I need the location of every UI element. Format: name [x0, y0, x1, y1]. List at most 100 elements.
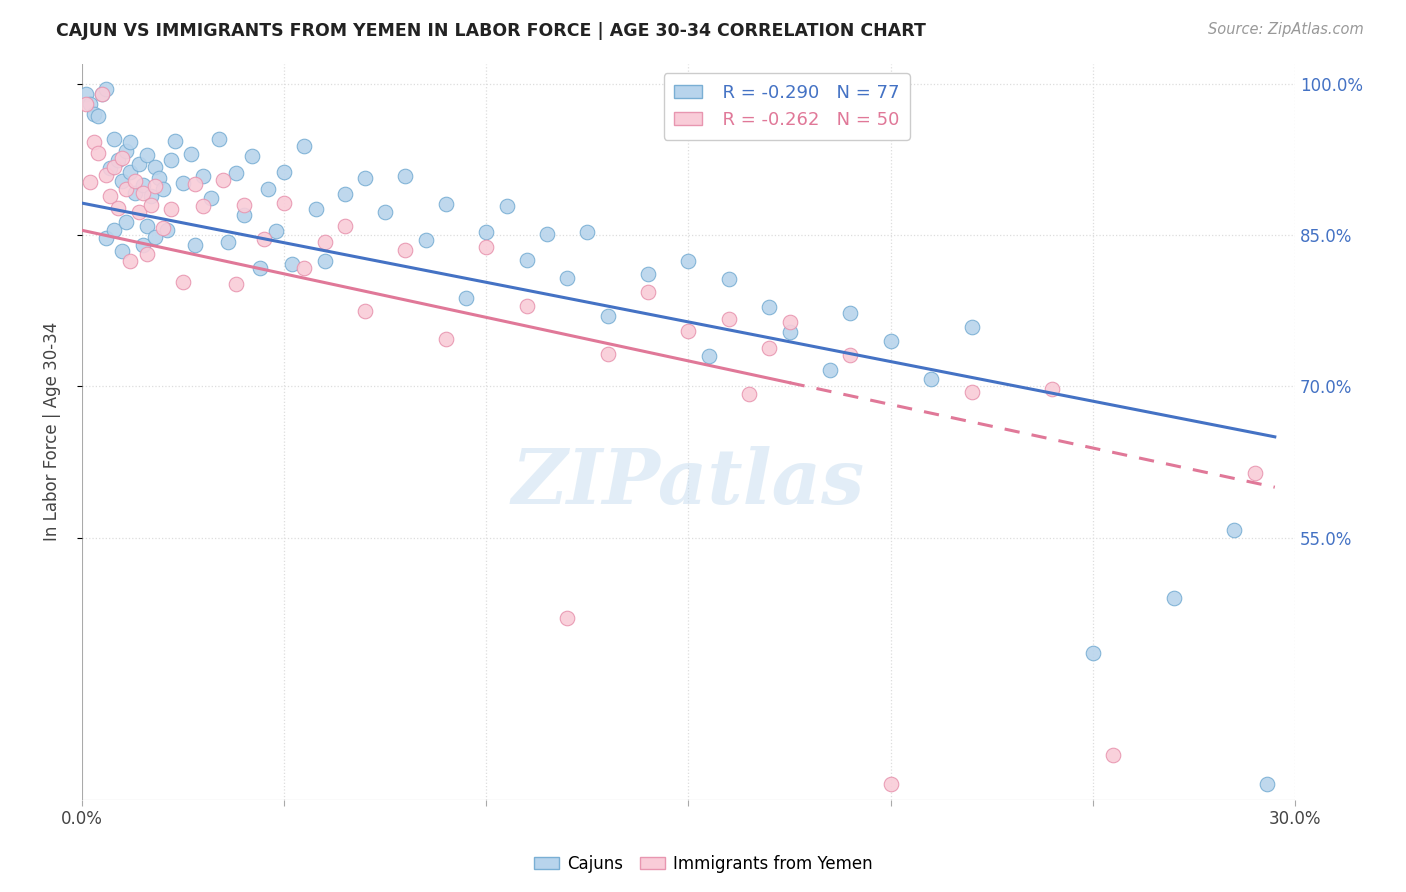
- Point: [131, 238, 153, 252]
- Point: [818, 363, 841, 377]
- Point: [208, 132, 231, 146]
- Point: [139, 198, 162, 212]
- Point: [163, 134, 186, 148]
- Point: [131, 186, 153, 200]
- Point: [1256, 777, 1278, 791]
- Point: [98, 161, 121, 176]
- Point: [264, 224, 287, 238]
- Point: [555, 271, 578, 285]
- Point: [217, 235, 239, 249]
- Legend: Cajuns, Immigrants from Yemen: Cajuns, Immigrants from Yemen: [527, 848, 879, 880]
- Point: [495, 199, 517, 213]
- Point: [115, 145, 138, 159]
- Point: [292, 261, 315, 276]
- Point: [374, 205, 396, 219]
- Point: [415, 233, 437, 247]
- Point: [232, 208, 254, 222]
- Point: [124, 186, 146, 201]
- Point: [240, 149, 263, 163]
- Point: [160, 202, 183, 216]
- Point: [128, 205, 150, 219]
- Point: [516, 299, 538, 313]
- Point: [120, 253, 142, 268]
- Point: [152, 220, 174, 235]
- Point: [434, 197, 457, 211]
- Point: [839, 348, 862, 362]
- Text: Source: ZipAtlas.com: Source: ZipAtlas.com: [1208, 22, 1364, 37]
- Point: [637, 285, 659, 299]
- Point: [394, 243, 416, 257]
- Point: [96, 231, 118, 245]
- Point: [172, 275, 194, 289]
- Point: [200, 191, 222, 205]
- Point: [292, 139, 315, 153]
- Point: [193, 169, 215, 184]
- Point: [79, 175, 101, 189]
- Point: [103, 222, 125, 236]
- Point: [273, 196, 295, 211]
- Point: [273, 165, 295, 179]
- Point: [212, 173, 235, 187]
- Point: [135, 148, 157, 162]
- Point: [225, 277, 247, 291]
- Point: [1102, 747, 1125, 762]
- Point: [1042, 382, 1064, 396]
- Point: [281, 257, 304, 271]
- Point: [758, 301, 780, 315]
- Point: [354, 304, 377, 318]
- Point: [160, 153, 183, 167]
- Point: [596, 346, 619, 360]
- Point: [516, 252, 538, 267]
- Point: [111, 244, 134, 259]
- Point: [120, 165, 142, 179]
- Point: [91, 87, 114, 102]
- Text: ZIPatlas: ZIPatlas: [512, 446, 865, 520]
- Point: [143, 230, 166, 244]
- Point: [193, 199, 215, 213]
- Point: [456, 292, 478, 306]
- Point: [148, 170, 170, 185]
- Point: [128, 157, 150, 171]
- Point: [678, 254, 700, 268]
- Point: [475, 225, 498, 239]
- Point: [184, 238, 207, 252]
- Point: [354, 170, 377, 185]
- Point: [107, 153, 129, 167]
- Point: [314, 253, 336, 268]
- Point: [103, 160, 125, 174]
- Point: [576, 225, 599, 239]
- Point: [180, 147, 202, 161]
- Point: [87, 109, 110, 123]
- Point: [960, 320, 983, 334]
- Point: [87, 146, 110, 161]
- Point: [253, 232, 276, 246]
- Point: [960, 384, 983, 399]
- Point: [96, 168, 118, 182]
- Point: [697, 349, 720, 363]
- Point: [596, 309, 619, 323]
- Point: [143, 178, 166, 193]
- Point: [839, 306, 862, 320]
- Point: [139, 189, 162, 203]
- Point: [107, 201, 129, 215]
- Point: [717, 272, 740, 286]
- Point: [758, 341, 780, 355]
- Point: [1223, 523, 1246, 537]
- Point: [83, 135, 105, 149]
- Point: [738, 387, 761, 401]
- Point: [103, 132, 125, 146]
- Point: [232, 197, 254, 211]
- Point: [111, 174, 134, 188]
- Point: [131, 178, 153, 192]
- Point: [1163, 591, 1185, 606]
- Point: [434, 332, 457, 346]
- Point: [333, 187, 356, 202]
- Point: [156, 223, 179, 237]
- Point: [152, 182, 174, 196]
- Point: [536, 227, 558, 241]
- Point: [75, 87, 97, 102]
- Point: [314, 235, 336, 250]
- Point: [717, 312, 740, 326]
- Point: [1081, 646, 1104, 660]
- Point: [111, 152, 134, 166]
